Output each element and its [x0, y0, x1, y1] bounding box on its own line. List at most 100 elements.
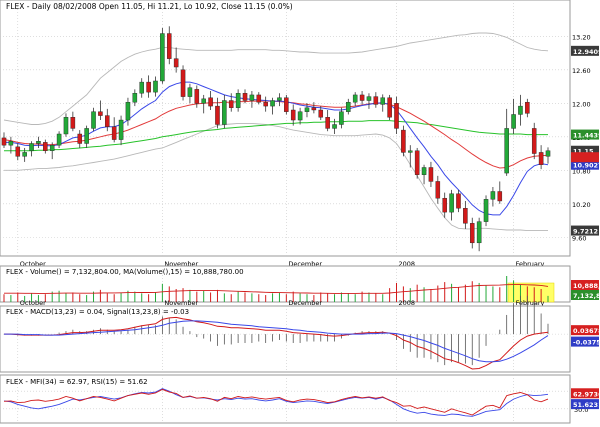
price-badge-close-bg [571, 145, 599, 156]
price-header: FLEX - Daily 08/02/2008 Open 11.05, Hi 1… [6, 2, 293, 11]
candlestick [8, 136, 14, 154]
price-badge-bb_upper-bg [571, 45, 599, 56]
price-badge-close-text: 11.15 [573, 148, 594, 156]
candlestick [490, 187, 496, 207]
candlestick [111, 117, 117, 143]
signal-line [4, 320, 549, 363]
candle-body [339, 111, 344, 125]
macd-panel: 0.036787 -0.037588 FLEX - MACD(13,23) = 0… [0, 295, 600, 373]
ma-short-line [4, 81, 549, 216]
candle-body [442, 197, 447, 213]
price-tick-label: 13.20 [572, 33, 591, 41]
candlestick [180, 65, 186, 101]
candlestick [228, 93, 234, 112]
candlestick [29, 141, 34, 157]
volume-panel: October November December 2008 February 10,8… [0, 265, 600, 307]
candle-body [56, 133, 62, 146]
candle-body [132, 93, 138, 103]
candlestick [339, 107, 344, 129]
candlestick [394, 96, 399, 134]
candlestick [249, 91, 255, 108]
candle-body [449, 193, 454, 213]
volume-badge-volume-text: 7,132,80 [573, 292, 600, 300]
candle-body [43, 142, 48, 151]
candle-body [435, 181, 441, 199]
candle-body [77, 133, 83, 144]
ma-long-line [4, 120, 548, 152]
candle-body [153, 80, 158, 93]
candlestick [525, 98, 530, 118]
macd-badge-signal-text: -0.037588 [573, 339, 600, 347]
candle-body [139, 81, 144, 94]
candlestick [297, 107, 303, 125]
volume-ma [4, 284, 549, 294]
candle-body [380, 97, 386, 105]
price-badge-ma-mid-bg [571, 152, 599, 163]
candlestick [346, 98, 351, 115]
candlestick [387, 94, 392, 121]
candle-body [346, 101, 351, 112]
candle-body [228, 100, 234, 108]
price-badge-bb_upper-text: 12.9409 [573, 48, 600, 56]
price-x-label: February [516, 260, 545, 268]
candle-body [15, 146, 21, 157]
candlestick [366, 93, 372, 109]
candle-body [277, 97, 282, 101]
candle-body [105, 115, 110, 127]
candlestick [456, 189, 461, 213]
macd-line [4, 316, 549, 370]
volume-x-label: February [516, 299, 545, 307]
candle-body [311, 107, 317, 111]
candlestick [91, 107, 96, 132]
volume-x-label: 2008 [399, 299, 416, 307]
candlestick [483, 195, 489, 227]
candlestick [194, 85, 200, 108]
candle-body [332, 124, 337, 129]
macd-panel-frame [0, 305, 571, 373]
macd-badge-signal-bg [571, 336, 599, 347]
candlestick [173, 47, 179, 73]
volume-badge-volume-bg [571, 290, 599, 300]
candlestick [408, 145, 413, 168]
price-x-label: November [164, 260, 198, 268]
candlestick [463, 200, 468, 229]
candlestick [469, 217, 475, 249]
candle-body [29, 143, 34, 151]
candle-body [222, 100, 227, 125]
candlestick [518, 94, 523, 126]
oscillator-badge-mfi: 62.9736 [571, 388, 600, 399]
candle-body [270, 100, 275, 107]
volume-header: FLEX - Volume() = 7,132,804.00, MA(Volum… [6, 268, 244, 276]
candle-body [476, 221, 482, 244]
candle-body [235, 93, 241, 108]
mfi-line [3, 388, 549, 417]
candlestick [98, 100, 103, 121]
price-tick-label: 10.80 [572, 167, 591, 175]
candlestick [263, 96, 268, 112]
candle-body [194, 89, 200, 104]
candle-body [463, 208, 468, 224]
candlestick [84, 125, 89, 148]
volume-badge-ma-text: 10,888,780 [573, 282, 600, 290]
candlestick [105, 108, 110, 132]
candle-body [201, 98, 206, 104]
price-x-label: 2008 [399, 260, 416, 268]
candlestick [325, 110, 330, 132]
price-badge-ma_long-text: 11.4439 [573, 132, 600, 140]
candlestick [146, 75, 151, 98]
price-badge-ma-mid [571, 152, 599, 163]
candle-body [401, 129, 406, 153]
moving-averages [3, 81, 549, 216]
price-x-label: October [20, 260, 46, 268]
oscillator-badge-mfi-text: 62.9736 [573, 390, 600, 398]
candle-body [91, 111, 96, 129]
candlestick [201, 94, 206, 114]
candle-body [297, 111, 303, 121]
candlestick [511, 98, 516, 134]
candle-body [146, 81, 151, 93]
candle-body [63, 117, 69, 135]
candle-body [208, 97, 213, 107]
candlestick [166, 26, 172, 65]
